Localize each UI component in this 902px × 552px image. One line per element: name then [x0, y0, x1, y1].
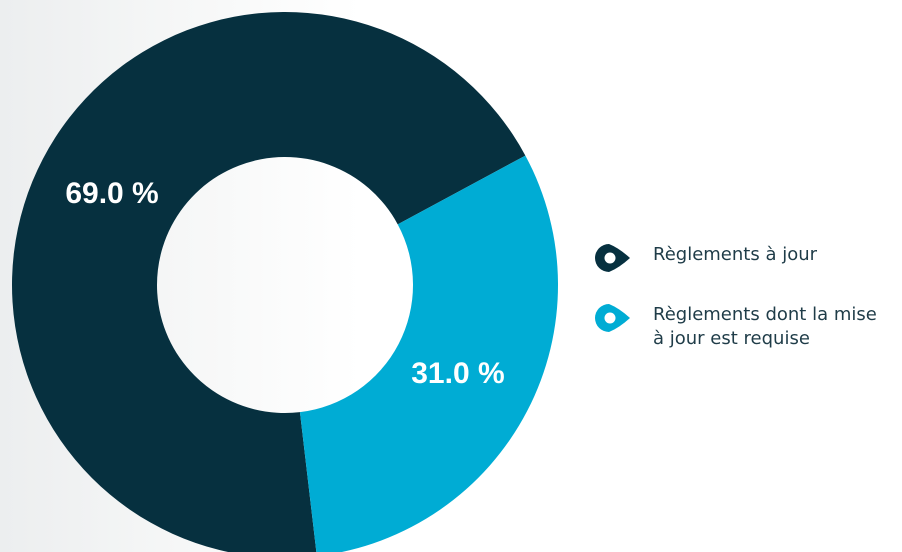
- legend-item: Règlements dont la mise à jour est requi…: [595, 303, 893, 351]
- value-label: 69.0 %: [65, 177, 158, 210]
- legend-item: Règlements à jour: [595, 243, 893, 272]
- donut-segment: [12, 12, 526, 552]
- legend-marker: [595, 244, 630, 272]
- value-label: 31.0 %: [411, 357, 504, 390]
- donut-segment: [299, 155, 558, 552]
- legend-label: Règlements dont la mise à jour est requi…: [653, 304, 877, 349]
- legend-marker: [595, 304, 630, 332]
- legend-label: Règlements à jour: [653, 244, 818, 265]
